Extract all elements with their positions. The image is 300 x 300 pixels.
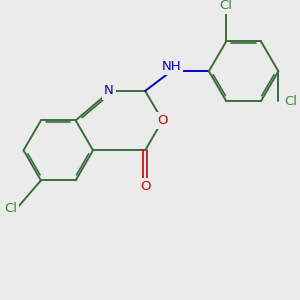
Text: NH: NH [161,59,181,73]
Text: O: O [140,180,150,193]
Text: O: O [157,114,168,127]
Text: Cl: Cl [284,94,297,108]
Text: Cl: Cl [220,0,233,12]
Text: N: N [104,84,114,98]
Text: Cl: Cl [4,202,17,215]
